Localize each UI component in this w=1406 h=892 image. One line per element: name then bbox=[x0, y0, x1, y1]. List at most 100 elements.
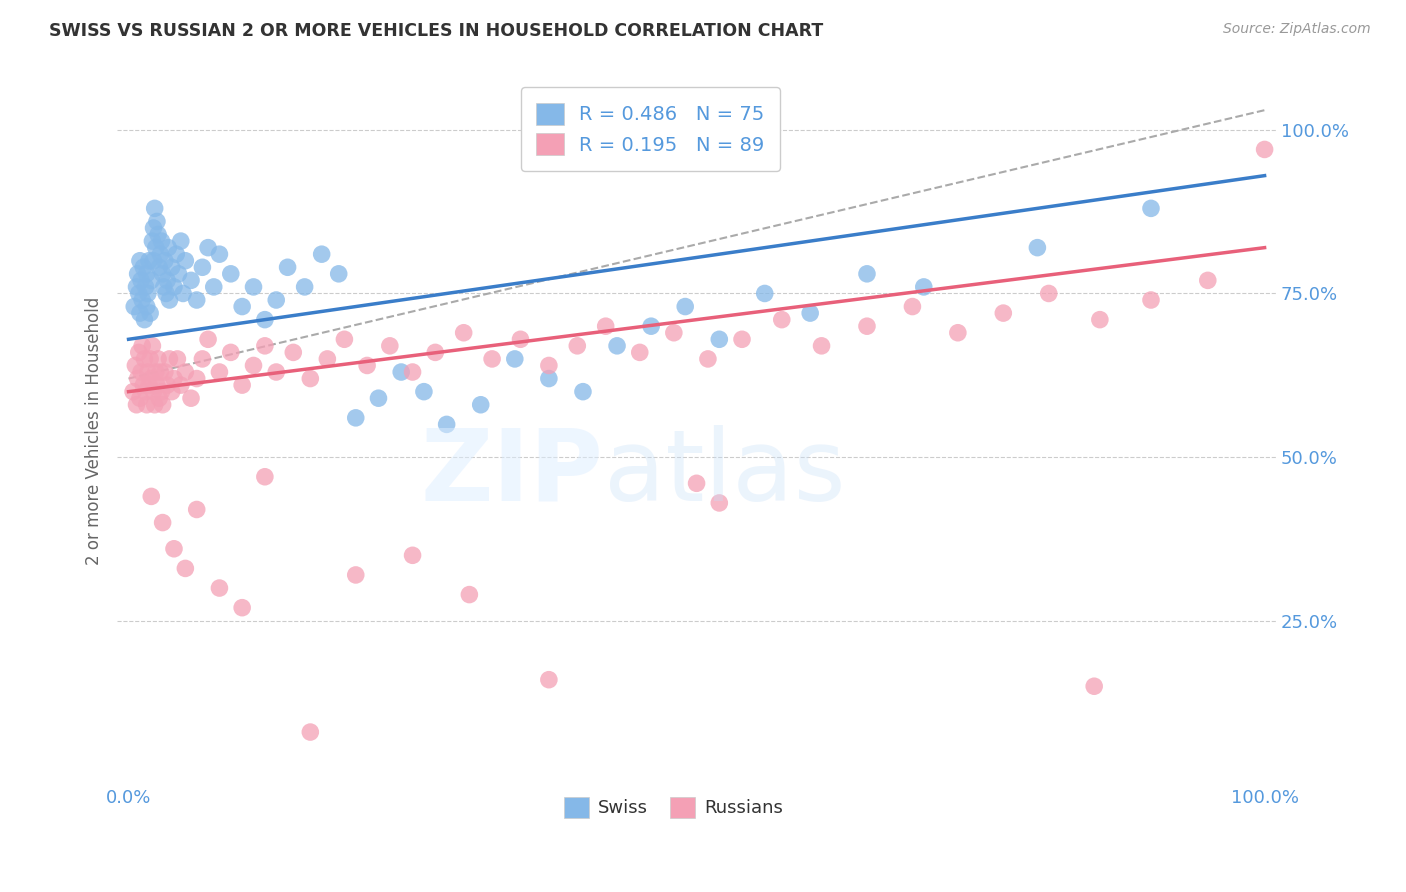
Point bbox=[299, 371, 322, 385]
Point bbox=[141, 489, 163, 503]
Point bbox=[129, 306, 152, 320]
Point bbox=[1088, 312, 1111, 326]
Point bbox=[481, 351, 503, 366]
Point bbox=[155, 286, 177, 301]
Point bbox=[128, 286, 150, 301]
Point bbox=[148, 260, 170, 275]
Point bbox=[344, 568, 367, 582]
Point bbox=[122, 384, 145, 399]
Point bbox=[595, 319, 617, 334]
Point bbox=[685, 476, 707, 491]
Point bbox=[141, 234, 163, 248]
Point bbox=[138, 378, 160, 392]
Point bbox=[152, 398, 174, 412]
Point bbox=[378, 339, 401, 353]
Point bbox=[264, 293, 287, 307]
Point bbox=[1026, 241, 1049, 255]
Point bbox=[141, 371, 163, 385]
Point bbox=[294, 280, 316, 294]
Point bbox=[333, 332, 356, 346]
Point bbox=[709, 496, 731, 510]
Point bbox=[299, 725, 322, 739]
Point bbox=[152, 280, 174, 294]
Point bbox=[401, 549, 423, 563]
Point bbox=[136, 286, 159, 301]
Point bbox=[1197, 273, 1219, 287]
Y-axis label: 2 or more Vehicles in Household: 2 or more Vehicles in Household bbox=[86, 297, 103, 565]
Point bbox=[122, 300, 145, 314]
Point bbox=[166, 351, 188, 366]
Point bbox=[606, 339, 628, 353]
Point bbox=[537, 673, 560, 687]
Point bbox=[129, 273, 152, 287]
Point bbox=[131, 339, 153, 353]
Point bbox=[436, 417, 458, 432]
Point bbox=[163, 280, 186, 294]
Point bbox=[186, 502, 208, 516]
Point bbox=[197, 332, 219, 346]
Point bbox=[170, 378, 193, 392]
Point bbox=[134, 351, 156, 366]
Point bbox=[174, 365, 197, 379]
Point bbox=[503, 351, 526, 366]
Point bbox=[129, 391, 152, 405]
Point bbox=[219, 345, 242, 359]
Point bbox=[146, 351, 169, 366]
Point bbox=[1038, 286, 1060, 301]
Point bbox=[160, 260, 183, 275]
Point bbox=[799, 306, 821, 320]
Point bbox=[1140, 293, 1163, 307]
Point bbox=[157, 241, 180, 255]
Point bbox=[470, 398, 492, 412]
Point bbox=[810, 339, 832, 353]
Point bbox=[165, 247, 187, 261]
Text: ZIP: ZIP bbox=[420, 425, 603, 522]
Point bbox=[148, 391, 170, 405]
Point bbox=[697, 351, 720, 366]
Point bbox=[143, 398, 166, 412]
Point bbox=[856, 319, 879, 334]
Point bbox=[770, 312, 793, 326]
Point bbox=[191, 260, 214, 275]
Point bbox=[146, 214, 169, 228]
Point bbox=[662, 326, 685, 340]
Point bbox=[231, 378, 253, 392]
Point bbox=[135, 384, 157, 399]
Point bbox=[143, 202, 166, 216]
Point bbox=[146, 227, 169, 242]
Point bbox=[132, 260, 155, 275]
Point bbox=[174, 253, 197, 268]
Point bbox=[163, 371, 186, 385]
Point bbox=[993, 306, 1015, 320]
Point bbox=[537, 359, 560, 373]
Point bbox=[208, 365, 231, 379]
Point bbox=[231, 600, 253, 615]
Point bbox=[628, 345, 651, 359]
Point bbox=[673, 300, 696, 314]
Point bbox=[159, 351, 181, 366]
Point bbox=[264, 365, 287, 379]
Point bbox=[136, 365, 159, 379]
Point bbox=[537, 371, 560, 385]
Point bbox=[208, 581, 231, 595]
Point bbox=[356, 359, 378, 373]
Point bbox=[1253, 143, 1275, 157]
Point bbox=[124, 359, 146, 373]
Point bbox=[180, 391, 202, 405]
Point bbox=[458, 588, 481, 602]
Point bbox=[152, 267, 174, 281]
Point bbox=[149, 365, 172, 379]
Point bbox=[242, 280, 264, 294]
Point bbox=[132, 378, 155, 392]
Point bbox=[142, 384, 165, 399]
Point bbox=[316, 351, 339, 366]
Point bbox=[389, 365, 412, 379]
Point bbox=[135, 267, 157, 281]
Point bbox=[277, 260, 299, 275]
Point bbox=[127, 371, 149, 385]
Point bbox=[145, 365, 167, 379]
Point bbox=[901, 300, 924, 314]
Point bbox=[159, 293, 181, 307]
Point bbox=[253, 312, 276, 326]
Point bbox=[311, 247, 333, 261]
